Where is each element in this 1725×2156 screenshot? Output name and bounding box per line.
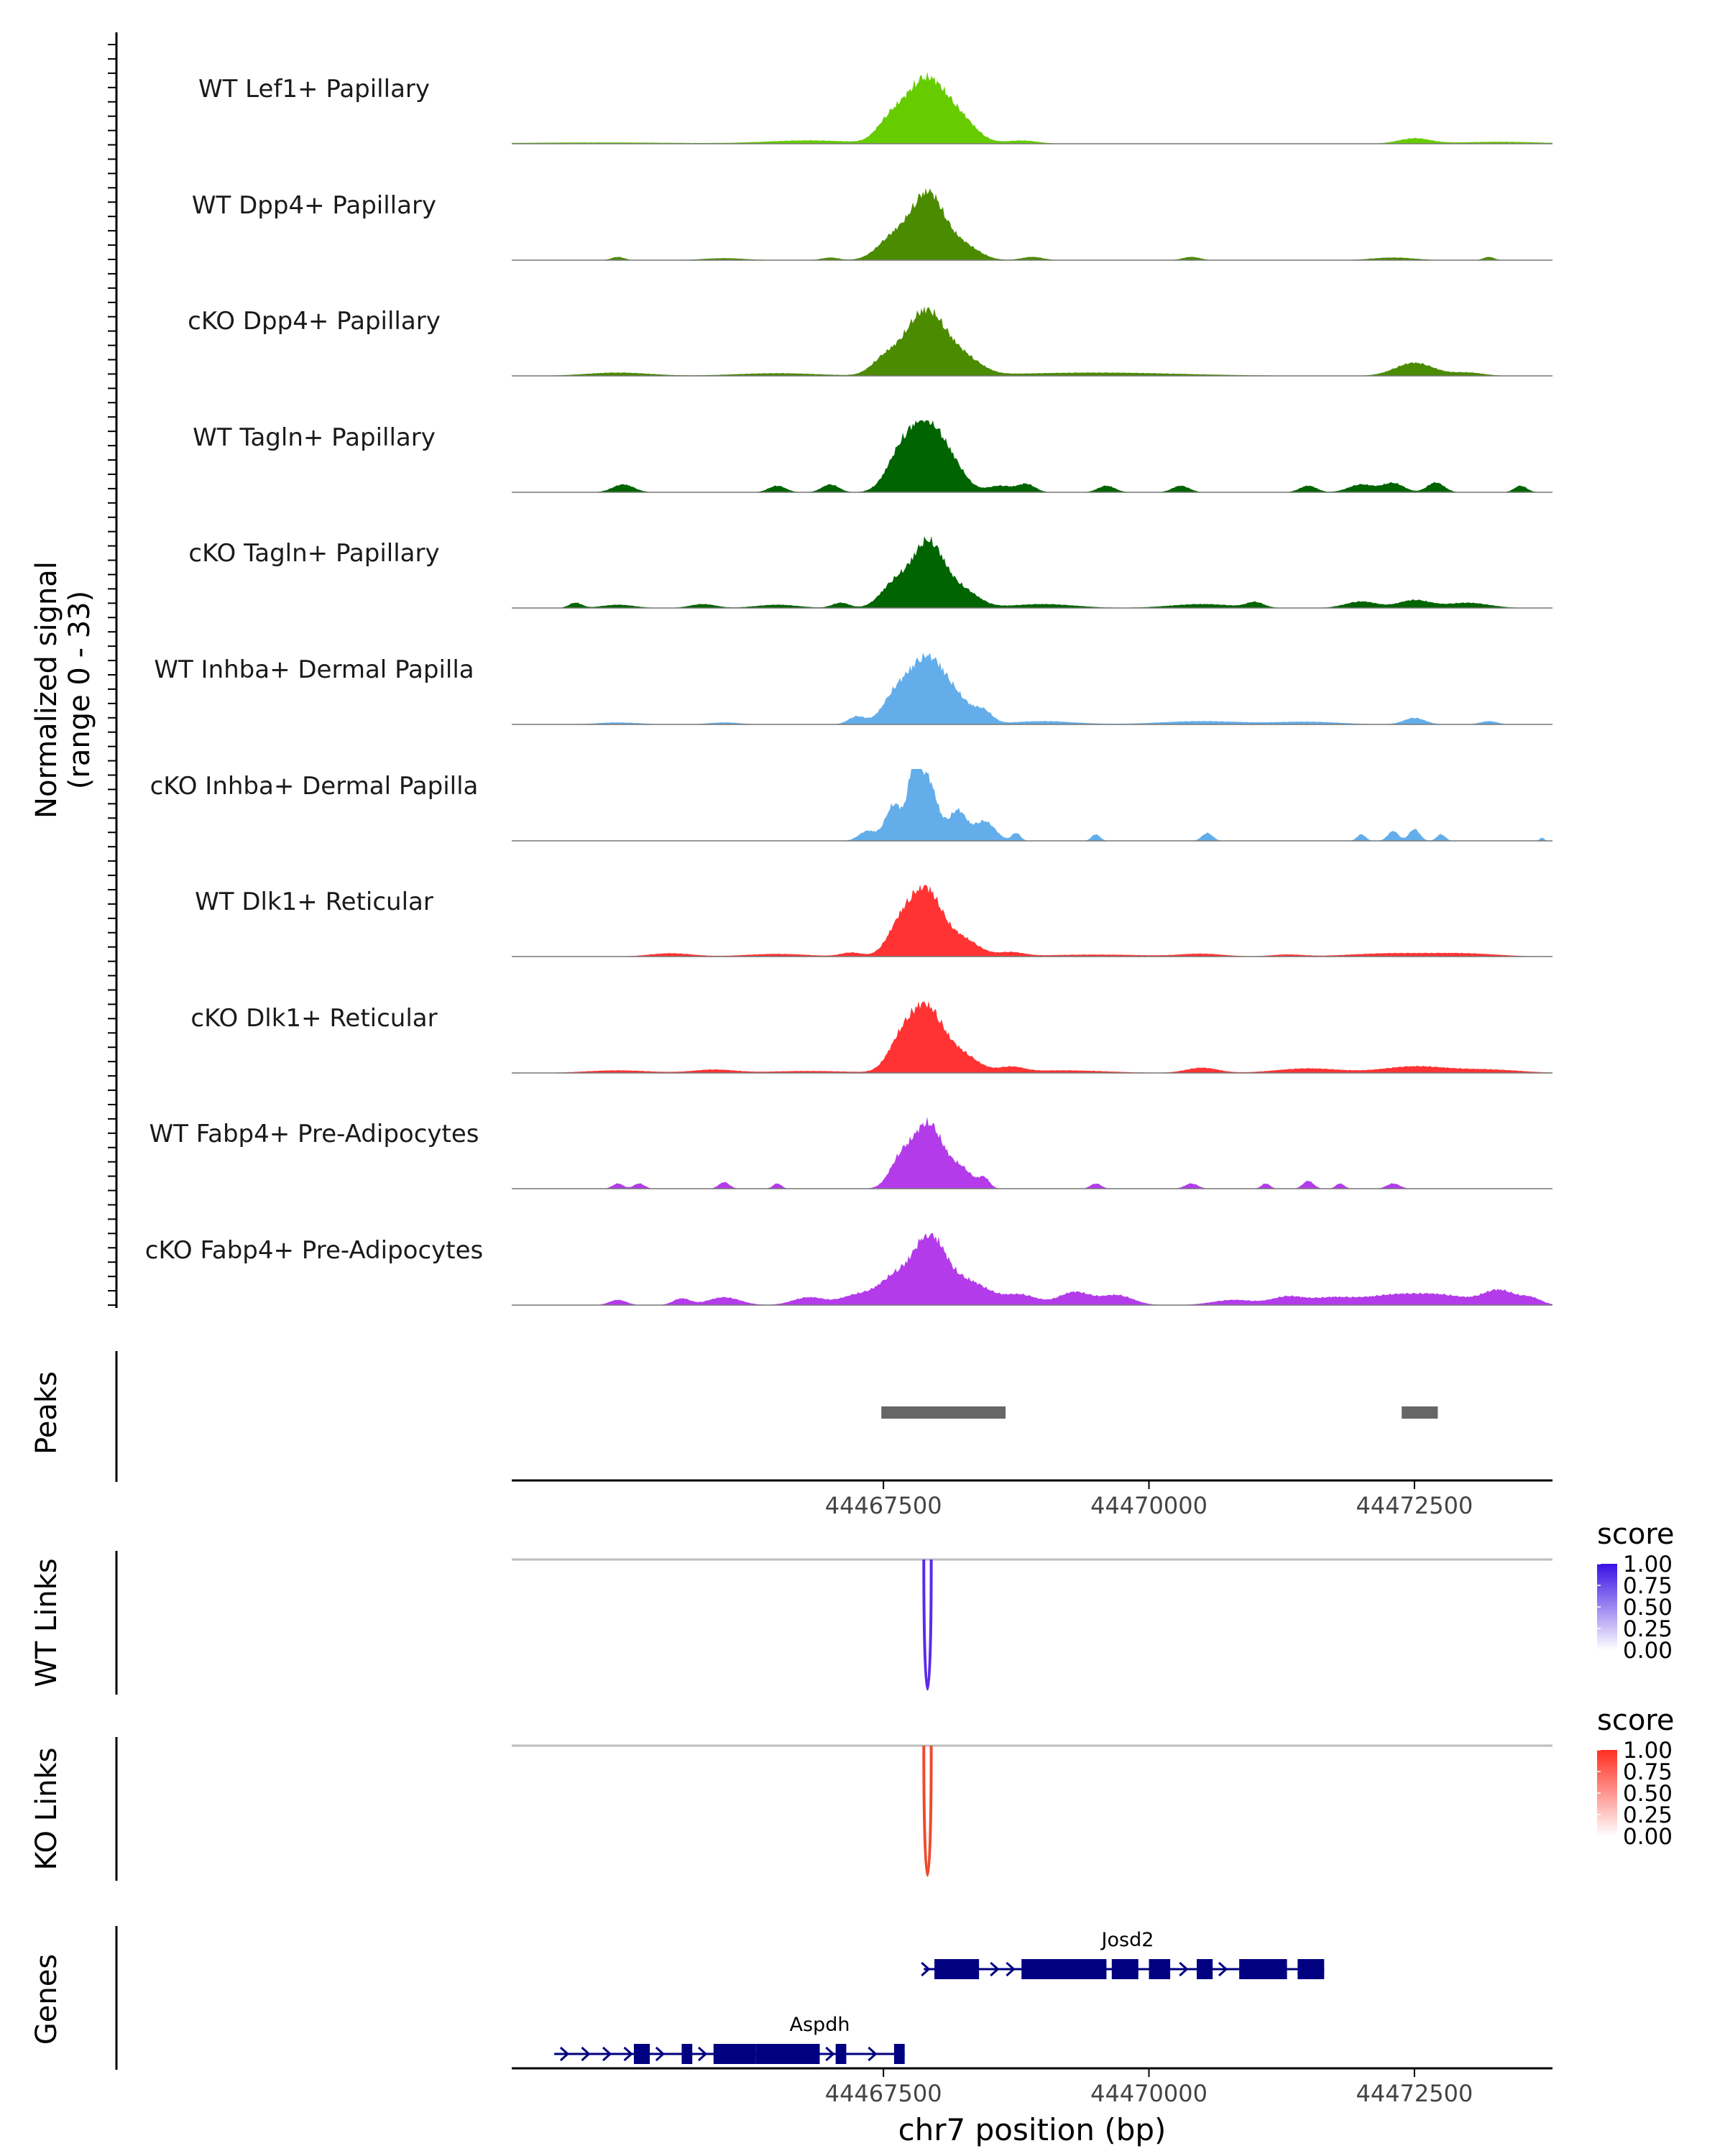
gene-label: Aspdh [790,2014,850,2036]
peaks-x-axis: 44467500 44470000 44472500 [825,1480,1473,1519]
gene-exon [1197,1959,1213,1979]
legend-label: 1.00 [1623,1738,1673,1764]
gene-label: Josd2 [1100,1929,1154,1951]
peaks-x-tick-label: 44467500 [825,1492,942,1519]
genes-x-tick-label: 44472500 [1356,2080,1473,2107]
gene-strand-arrow [1006,1961,1016,1977]
peak-bar [881,1406,1006,1419]
link-arc [922,1559,933,1691]
genes-x-tick-label: 44467500 [825,2080,942,2107]
coverage-track-label: cKO Inhba+ Dermal Papilla [150,772,479,801]
links-ylabel: KO Links [30,1748,63,1871]
coverage-area [512,653,1552,724]
links-ylabel: WT Links [30,1558,63,1687]
gene-model-josd2: Josd2 [921,1929,1325,1979]
peak-bar [1402,1406,1438,1419]
coverage-area [512,769,1552,841]
legend-label: 0.25 [1623,1802,1673,1828]
gene-exon [633,2044,650,2064]
coverage-track-label: cKO Dpp4+ Papillary [188,307,441,336]
coverage-area [512,1117,1552,1189]
gene-models: Josd2 Aspdh [554,1929,1325,2064]
genes-x-tick-label: 44470000 [1090,2080,1208,2107]
gene-strand-arrow [825,2046,835,2062]
gene-exon [835,2044,847,2064]
genes-ylabel: Genes [30,1954,63,2045]
legend-title: score [1597,1518,1674,1551]
coverage-track-label: cKO Dlk1+ Reticular [190,1004,437,1033]
coverage-y-ticks [108,44,116,1306]
coverage-ylabel-line2: (range 0 - 33) [63,591,96,789]
gene-exon [1239,1959,1287,1979]
gene-strand-arrow [623,2046,633,2062]
gene-exon [755,2044,820,2064]
coverage-area [512,72,1552,144]
genes-panel: Genes Josd2 Aspdh 44467500 44470000 4447250… [30,1926,1552,2147]
gene-strand-arrow [602,2046,612,2062]
coverage-area [512,1233,1552,1305]
coverage-track-label: WT Tagln+ Papillary [193,423,436,452]
gene-strand-arrow [868,2046,878,2062]
gene-strand-arrow [559,2046,570,2062]
genes-x-axis: 44467500 44470000 44472500 [825,2068,1473,2107]
coverage-track-label: WT Fabp4+ Pre-Adipocytes [150,1120,479,1148]
legend-label: 1.00 [1623,1552,1673,1577]
coverage-area [512,306,1552,376]
coverage-ylabel-line1: Normalized signal [30,561,63,819]
gene-strand-arrow [990,1961,1000,1977]
peaks-x-tick-label: 44470000 [1090,1492,1208,1519]
gene-strand-arrow [655,2046,666,2062]
coverage-area [512,885,1552,957]
coverage-area [512,536,1552,608]
gene-exon [893,2044,905,2064]
gene-model-aspdh: Aspdh [554,2014,905,2064]
gene-exon [1111,1959,1138,1979]
gene-strand-arrow [697,2046,708,2062]
peaks-ylabel: Peaks [30,1371,63,1455]
coverage-track-label: cKO Tagln+ Papillary [188,539,439,568]
peaks-x-tick-label: 44472500 [1356,1492,1473,1519]
coverage-track-label: cKO Fabp4+ Pre-Adipocytes [145,1236,484,1265]
gene-exon [681,2044,693,2064]
gene-exon [1149,1959,1171,1979]
gene-exon [1297,1959,1325,1979]
gene-exon [934,1959,980,1979]
legend-label: 0.50 [1623,1781,1673,1807]
peaks-panel: Peaks 44467500 44470000 44472500 [30,1351,1552,1519]
gene-exon [713,2044,756,2064]
coverage-track-label: WT Lef1+ Papillary [198,75,430,103]
legend-label: 0.00 [1623,1638,1673,1664]
legend-label: 0.75 [1623,1573,1673,1599]
genes-xlabel: chr7 position (bp) [898,2112,1167,2147]
legend-label: 0.75 [1623,1759,1673,1785]
coverage-area [512,420,1552,492]
coverage-area [512,1001,1552,1073]
legend-label: 0.00 [1623,1824,1673,1850]
coverage-track-label: WT Dpp4+ Papillary [192,191,436,220]
peak-bars [881,1406,1438,1419]
legend-label: 0.25 [1623,1616,1673,1642]
gene-strand-arrow [921,1961,931,1977]
legend-title: score [1597,1704,1674,1737]
gene-strand-arrow [581,2046,591,2062]
coverage-panel: Normalized signal (range 0 - 33) WT Lef1… [30,32,1552,1308]
coverage-tracks: WT Lef1+ Papillary WT Dpp4+ Papillary cKO … [145,72,1552,1306]
gene-strand-arrow [1179,1961,1189,1977]
coverage-area [512,188,1552,260]
legend-label: 0.50 [1623,1595,1673,1621]
coverage-track-label: WT Inhba+ Dermal Papilla [154,655,474,684]
coverage-track-label: WT Dlk1+ Reticular [195,888,433,916]
link-arc [922,1745,933,1877]
gene-exon [1021,1959,1107,1979]
gene-strand-arrow [1218,1961,1228,1977]
